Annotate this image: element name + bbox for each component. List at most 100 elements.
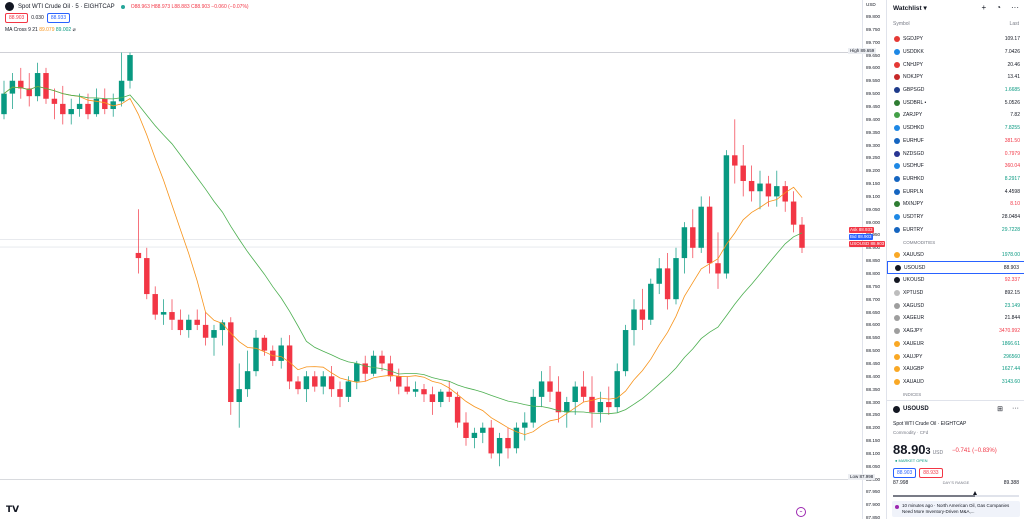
clock-icon[interactable]: ◔ — [996, 3, 1001, 12]
candle-body — [622, 330, 629, 372]
watchlist-row[interactable]: ZARJPY 7.82 — [887, 109, 1024, 122]
watchlist-row[interactable]: EURHUF 381.50 — [887, 135, 1024, 148]
candle-body — [18, 80, 24, 89]
candle-body — [790, 201, 797, 225]
watchlist-row[interactable]: USDHUF 360.04 — [887, 160, 1024, 173]
symbol-legend: Spot WTI Crude Oil · 5 · EIGHTCAP O88.96… — [5, 2, 249, 11]
watchlist-row[interactable]: USDDKK 7.0426 — [887, 46, 1024, 59]
details-sell-button[interactable]: 88.903 — [893, 468, 917, 478]
candle-body — [429, 394, 436, 402]
layout-grid-icon[interactable]: ⊞ — [997, 406, 1003, 413]
price-axis[interactable]: USD 89.800 89.750 89.700 89.650 89.600 89.550… — [848, 0, 887, 520]
symbol-flag-icon — [894, 340, 900, 347]
watchlist-section-header[interactable]: INDICES — [903, 392, 922, 398]
details-more-icon[interactable]: ··· — [1012, 405, 1019, 412]
watchlist-last: 360.04 — [1004, 163, 1020, 170]
candle-body — [236, 389, 242, 402]
watchlist-row[interactable]: USDTRY 28.0484 — [887, 211, 1024, 224]
symbol-flag-icon — [895, 264, 901, 271]
col-symbol[interactable]: Symbol — [893, 21, 910, 27]
replay-icon[interactable]: ⌁ — [796, 507, 806, 517]
watchlist-row[interactable]: SGDJPY 109.17 — [887, 33, 1024, 46]
watchlist-row[interactable]: EURTRY 29.7228 — [887, 223, 1024, 236]
symbol-flag-icon — [894, 49, 900, 56]
price-tick-label: 88.700 — [866, 296, 881, 302]
watchlist-row[interactable]: XAUGBP 1627.44 — [887, 363, 1024, 376]
watchlist-row[interactable]: USOUSD 88.903 — [887, 261, 1024, 275]
watchlist-last: 88.903 — [1003, 264, 1019, 271]
watchlist-last: 1627.44 — [1001, 366, 1020, 373]
watchlist-row[interactable]: XAGEUR 21.844 — [887, 312, 1024, 325]
candle-body — [631, 309, 637, 331]
watchlist-row[interactable]: NOKJPY 13.41 — [887, 71, 1024, 84]
chart-area[interactable]: Spot WTI Crude Oil · 5 · EIGHTCAP O88.96… — [0, 0, 886, 519]
watchlist-row[interactable]: EURHKD 8.2917 — [887, 173, 1024, 186]
candle-body — [194, 319, 200, 325]
watchlist-row[interactable]: XAUJPY 296560 — [887, 350, 1024, 363]
candle-body — [85, 103, 91, 115]
candle-body — [219, 322, 226, 331]
candle-body — [211, 330, 217, 338]
candle-body — [765, 183, 772, 197]
watchlist-last: 13.41 — [1007, 74, 1020, 81]
symbol-flag-icon — [894, 36, 900, 43]
candle-body — [320, 376, 326, 387]
watchlist-last: 892.15 — [1004, 290, 1020, 297]
candle-body — [68, 109, 74, 115]
watchlist-row[interactable]: MXNJPY 8.10 — [887, 198, 1024, 211]
visibility-eye-icon[interactable]: ⌀ — [72, 27, 76, 33]
watchlist-symbol: ZARJPY — [903, 112, 923, 119]
watchlist-last: 8.2917 — [1004, 175, 1020, 182]
watchlist-row[interactable]: XPTUSD 892.15 — [887, 287, 1024, 300]
symbol-flag-icon — [894, 125, 900, 132]
details-symbol[interactable]: USOUSD — [903, 406, 929, 412]
indicator-name: MA Cross — [5, 27, 27, 33]
add-symbol-icon[interactable]: + — [981, 3, 987, 12]
indicator-legend[interactable]: MA Cross 9 21 89.079 89.002 ⌀ — [5, 27, 76, 33]
watchlist-row[interactable]: USDBRL • 5.0526 — [887, 96, 1024, 109]
candle-body — [396, 376, 402, 387]
watchlist-section-header[interactable]: COMMODITIES — [903, 239, 936, 245]
watchlist-last: 3470.992 — [999, 328, 1020, 335]
watchlist-row[interactable]: GBPSGD 1.6685 — [887, 84, 1024, 97]
watchlist-row[interactable]: UKOUSD 92.337 — [887, 274, 1024, 287]
candle-body — [253, 337, 259, 372]
col-last[interactable]: Last — [1009, 21, 1019, 27]
candle-body — [774, 186, 780, 197]
buy-button[interactable]: 88.933 — [46, 13, 71, 23]
watchlist-symbol: CNHJPY — [903, 61, 924, 68]
range-low: 87.998 — [893, 480, 909, 486]
watchlist-row[interactable]: USDHKD 7.8255 — [887, 122, 1024, 135]
watchlist-row[interactable]: NZDSGD 0.7979 — [887, 147, 1024, 160]
symbol-title[interactable]: Spot WTI Crude Oil · 5 · EIGHTCAP — [18, 3, 115, 10]
watchlist-row[interactable]: EURPLN 4.4598 — [887, 185, 1024, 198]
candle-body — [673, 258, 679, 300]
details-buy-button[interactable]: 88.933 — [919, 468, 943, 478]
candle-body — [93, 98, 100, 115]
sell-button[interactable]: 88.903 — [5, 13, 29, 23]
watchlist-row[interactable]: XAGJPY 3470.992 — [887, 325, 1024, 338]
watchlist-symbol: USDDKK — [903, 49, 924, 56]
symbol-flag-icon — [894, 226, 900, 233]
watchlist-last: 29.7228 — [1001, 226, 1020, 233]
watchlist-row[interactable]: XAUEUR 1866.61 — [887, 338, 1024, 351]
watchlist-symbol: XAGUSD — [903, 302, 925, 309]
axis-currency: USD — [866, 2, 876, 7]
news-item[interactable]: 10 minutes ago · North American Oil, Gas… — [892, 501, 1020, 517]
watchlist-row[interactable]: CNHJPY 20.46 — [887, 58, 1024, 71]
more-icon[interactable]: ··· — [1011, 3, 1019, 12]
watchlist-title[interactable]: Watchlist ▾ — [893, 5, 927, 12]
watchlist-row[interactable]: XAGUSD 23.149 — [887, 299, 1024, 312]
details-trade-buttons: 88.903 88.933 — [893, 468, 943, 478]
watchlist-symbol: EURHUF — [903, 137, 924, 144]
candle-body — [513, 427, 520, 449]
price-chart[interactable] — [0, 0, 862, 519]
price-tick-label: 88.550 — [866, 335, 881, 341]
candle-body — [438, 391, 444, 402]
watchlist-symbol: XAUAUD — [903, 378, 924, 385]
candle-body — [118, 80, 125, 102]
candle-body — [690, 227, 696, 248]
watchlist-row[interactable]: XAUUSD 1978.00 — [887, 249, 1024, 262]
watchlist-row[interactable]: XAUAUD 3143.60 — [887, 376, 1024, 389]
candle-body — [160, 312, 167, 315]
